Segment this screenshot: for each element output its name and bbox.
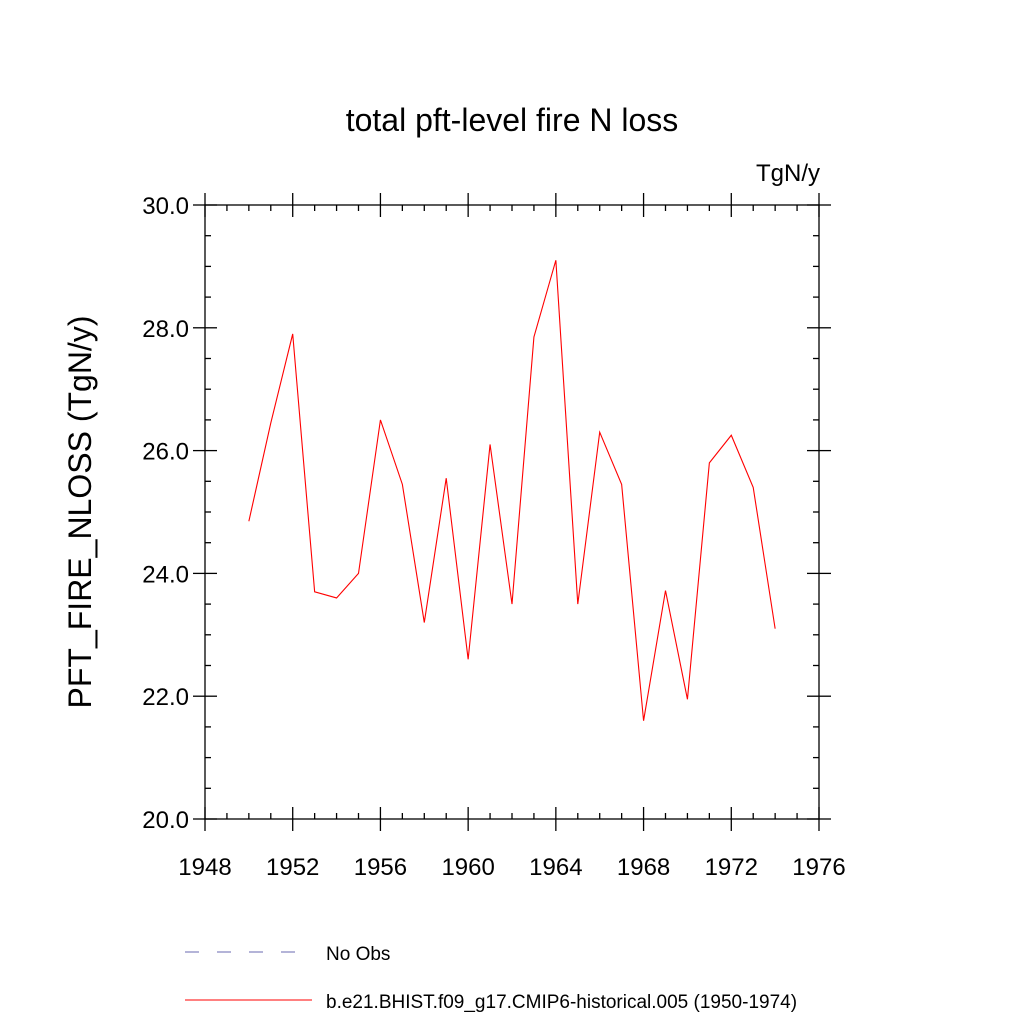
y-tick-label: 26.0 <box>142 439 189 466</box>
plot-frame <box>204 204 820 820</box>
x-tick-label: 1948 <box>178 854 231 881</box>
x-tick-label: 1960 <box>441 854 494 881</box>
x-tick-label: 1956 <box>354 854 407 881</box>
y-tick-label: 28.0 <box>142 316 189 343</box>
chart-title: total pft-level fire N loss <box>346 102 679 138</box>
y-axis-label: PFT_FIRE_NLOSS (TgN/y) <box>62 316 98 709</box>
y-axis: 20.0 22.0 24.0 26.0 28.0 30.0 <box>142 193 831 834</box>
x-axis: 1948 1952 1956 1960 1964 1968 1972 1976 <box>178 193 846 881</box>
legend-label: b.e21.BHIST.f09_g17.CMIP6-historical.005… <box>326 992 797 1013</box>
x-tick-label: 1976 <box>792 854 845 881</box>
x-tick-label: 1968 <box>617 854 670 881</box>
y-tick-label: 22.0 <box>142 684 189 711</box>
y-tick-label: 30.0 <box>142 193 189 220</box>
units-label: TgN/y <box>756 160 820 187</box>
legend-label: No Obs <box>326 944 390 965</box>
series-layer <box>248 260 776 721</box>
series-line <box>248 260 776 721</box>
y-tick-label: 20.0 <box>142 807 189 834</box>
x-tick-label: 1952 <box>266 854 319 881</box>
x-tick-label: 1972 <box>705 854 758 881</box>
legend: No Obs b.e21.BHIST.f09_g17.CMIP6-historic… <box>185 944 797 1013</box>
y-tick-label: 24.0 <box>142 561 189 588</box>
x-tick-label: 1964 <box>529 854 582 881</box>
